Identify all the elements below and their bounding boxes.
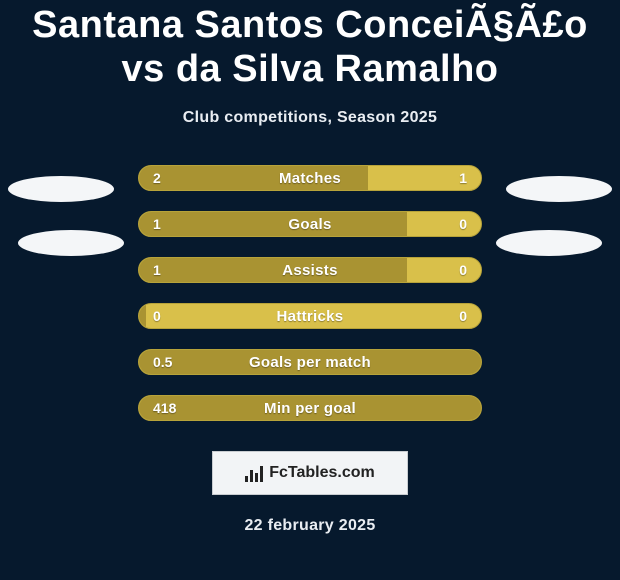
stat-label: Hattricks — [139, 304, 481, 328]
player-marker-ellipse — [18, 230, 124, 256]
stage: Santana Santos ConceiÃ§Ã£o vs da Silva R… — [0, 0, 620, 580]
stat-bar-track: Matches2 1 — [138, 165, 482, 191]
stat-label: Min per goal — [139, 396, 481, 420]
page-title: Santana Santos ConceiÃ§Ã£o vs da Silva R… — [0, 0, 620, 91]
stat-bar-track: Goals1 0 — [138, 211, 482, 237]
stat-value-left: 1 — [153, 212, 161, 236]
stat-value-right: 0 — [459, 258, 467, 282]
stat-row: Assists1 0 — [0, 257, 620, 283]
stat-bar-track: Assists1 0 — [138, 257, 482, 283]
stat-label: Goals per match — [139, 350, 481, 374]
stat-value-left: 2 — [153, 166, 161, 190]
stat-label: Assists — [139, 258, 481, 282]
player-marker-ellipse — [496, 230, 602, 256]
stat-value-right: 0 — [459, 304, 467, 328]
stat-value-left: 418 — [153, 396, 176, 420]
logo-box: FcTables.com — [212, 451, 408, 495]
stat-value-left: 0.5 — [153, 350, 172, 374]
stat-value-right: 1 — [459, 166, 467, 190]
stat-rows: Matches21Goals10Assists10Hattricks00Goal… — [0, 165, 620, 421]
stat-bar-track: Hattricks0 0 — [138, 303, 482, 329]
bar-chart-icon — [245, 464, 263, 482]
subtitle: Club competitions, Season 2025 — [0, 109, 620, 127]
stat-label: Goals — [139, 212, 481, 236]
stat-row: Goals per match0.5 — [0, 349, 620, 375]
stat-value-left: 1 — [153, 258, 161, 282]
stat-row: Hattricks0 0 — [0, 303, 620, 329]
stat-label: Matches — [139, 166, 481, 190]
player-marker-ellipse — [8, 176, 114, 202]
stat-bar-track: Goals per match0.5 — [138, 349, 482, 375]
player-marker-ellipse — [506, 176, 612, 202]
stat-value-right: 0 — [459, 212, 467, 236]
stat-bar-track: Min per goal418 — [138, 395, 482, 421]
logo-text: FcTables.com — [269, 464, 375, 482]
date-text: 22 february 2025 — [0, 517, 620, 535]
stat-value-left: 0 — [153, 304, 161, 328]
stat-row: Min per goal418 — [0, 395, 620, 421]
